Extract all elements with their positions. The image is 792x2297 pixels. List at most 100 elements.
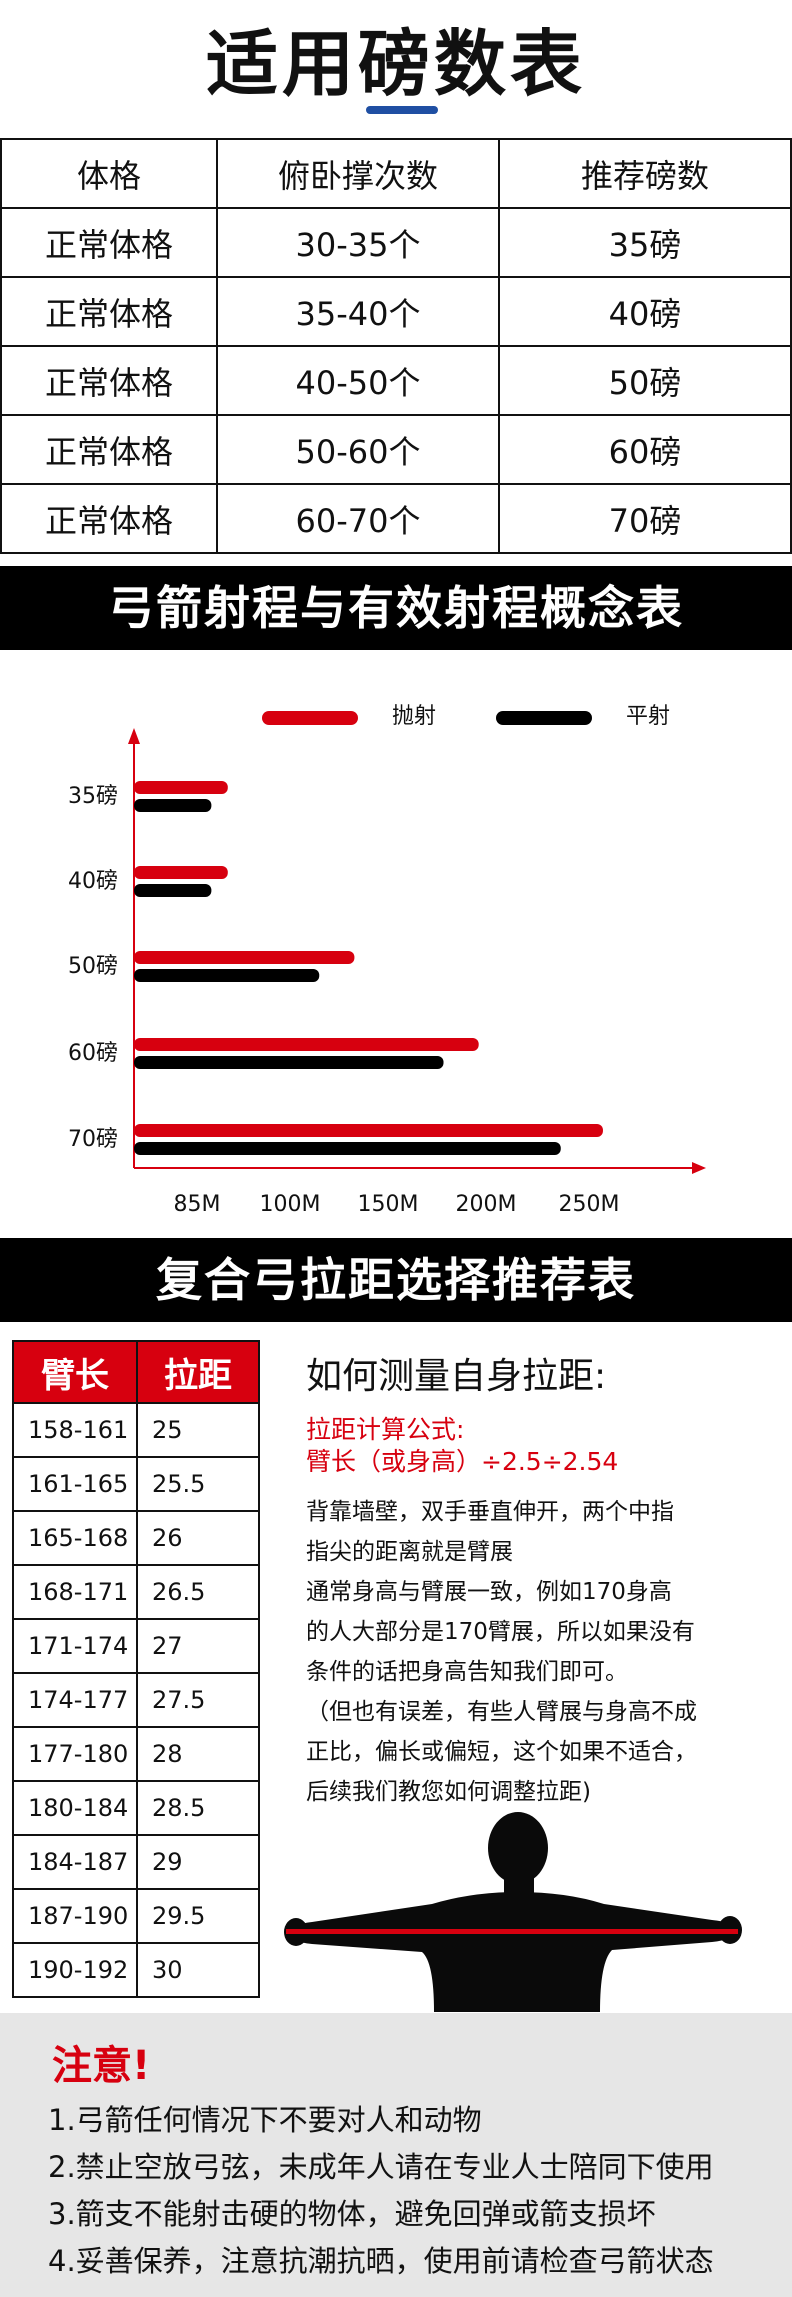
table-row: 174-177 27.5 (12, 1672, 260, 1728)
notice-item: 4.妥善保养，注意抗潮抗晒，使用前请检查弓箭状态 (48, 2244, 714, 2278)
bar-flat-shot (134, 1056, 444, 1069)
table-row: 正常体格 60-70个 70磅 (0, 483, 792, 554)
notice-section: 注意! 1.弓箭任何情况下不要对人和动物 2.禁止空放弓弦，未成年人请在专业人士… (0, 2013, 792, 2297)
table-cell: 50磅 (498, 345, 792, 416)
y-tick-label: 70磅 (68, 1127, 118, 1152)
table-cell: 174-177 (12, 1672, 138, 1728)
table-row: 正常体格 35-40个 40磅 (0, 276, 792, 347)
table-cell: 25.5 (136, 1456, 260, 1512)
x-axis-arrow-icon (692, 1162, 706, 1174)
table-cell: 171-174 (12, 1618, 138, 1674)
range-chart-svg: 抛射 平射 35磅 40磅 50磅 60磅 70磅 85M 100M 150M 200M 250M (68, 704, 706, 1217)
measure-line: 指尖的距离就是臂展 (306, 1539, 513, 1565)
table-row: 正常体格 40-50个 50磅 (0, 345, 792, 416)
x-tick-label: 150M (358, 1192, 419, 1217)
table-cell: 28.5 (136, 1780, 260, 1836)
y-tick-label: 40磅 (68, 869, 118, 894)
x-tick-label: 85M (174, 1192, 221, 1217)
y-tick-label: 60磅 (68, 1041, 118, 1066)
table-cell: 26 (136, 1510, 260, 1566)
arm-span-line (286, 1929, 738, 1934)
table-cell: 正常体格 (0, 414, 218, 485)
table-row: 180-184 28.5 (12, 1780, 260, 1836)
header-cell: 拉距 (136, 1340, 260, 1404)
draw-table-header: 臂长 拉距 (12, 1340, 260, 1404)
measure-line: （但也有误差，有些人臂展与身高不成 (306, 1699, 697, 1725)
measure-line: 后续我们教您如何调整拉距) (306, 1779, 591, 1805)
notice-item: 2.禁止空放弓弦，未成年人请在专业人士陪同下使用 (48, 2150, 714, 2184)
silhouette-icon (284, 1812, 742, 2012)
table-row: 正常体格 50-60个 60磅 (0, 414, 792, 485)
table-cell: 60-70个 (216, 483, 500, 554)
header-cell: 体格 (0, 138, 218, 209)
header-cell: 推荐磅数 (498, 138, 792, 209)
bar-arc-shot (134, 1038, 479, 1051)
table-row: 158-161 25 (12, 1402, 260, 1458)
table-cell: 50-60个 (216, 414, 500, 485)
measure-title: 如何测量自身拉距: (306, 1356, 607, 1397)
x-tick-label: 100M (260, 1192, 321, 1217)
table-cell: 30 (136, 1942, 260, 1998)
y-tick-label: 35磅 (68, 784, 118, 809)
bar-arc-shot (134, 781, 228, 794)
table-row: 168-171 26.5 (12, 1564, 260, 1620)
table-cell: 35-40个 (216, 276, 500, 347)
title-underline (366, 106, 434, 114)
measure-body: 背靠墙壁，双手垂直伸开，两个中指 指尖的距离就是臂展 通常身高与臂展一致，例如1… (306, 1492, 776, 1812)
bar-flat-shot (134, 1142, 561, 1155)
table-cell: 正常体格 (0, 207, 218, 278)
table-cell: 177-180 (12, 1726, 138, 1782)
table-cell: 158-161 (12, 1402, 138, 1458)
table-cell: 168-171 (12, 1564, 138, 1620)
notice-title: 注意! (52, 2043, 151, 2089)
table-cell: 27.5 (136, 1672, 260, 1728)
measure-line: 正比，偏长或偏短，这个如果不适合， (306, 1739, 697, 1765)
legend-label: 平射 (626, 704, 670, 729)
draw-length-table: 臂长 拉距 158-161 25 161-165 25.5 165-168 26 16… (12, 1340, 260, 1998)
bar-flat-shot (134, 969, 320, 982)
table-cell: 187-190 (12, 1888, 138, 1944)
page-title: 适用磅数表 (205, 22, 586, 106)
table-cell: 180-184 (12, 1780, 138, 1836)
bar-arc-shot (134, 866, 228, 879)
table-cell: 29 (136, 1834, 260, 1890)
measure-section: 如何测量自身拉距: 拉距计算公式: 臂长（或身高）÷2.5÷2.54 背靠墙壁，… (306, 1352, 776, 1812)
table-cell: 35磅 (498, 207, 792, 278)
table-cell: 184-187 (12, 1834, 138, 1890)
formula-label: 拉距计算公式: (306, 1415, 465, 1444)
table-cell: 26.5 (136, 1564, 260, 1620)
measure-line: 条件的话把身高告知我们即可。 (306, 1659, 628, 1685)
notice-list: 1.弓箭任何情况下不要对人和动物 2.禁止空放弓弦，未成年人请在专业人士陪同下使… (48, 2097, 778, 2285)
bar-flat-shot (134, 884, 212, 897)
range-chart: 抛射 平射 35磅 40磅 50磅 60磅 70磅 85M 100M 150M 200M 250M (0, 650, 792, 1240)
table-cell: 27 (136, 1618, 260, 1674)
legend-swatch (496, 711, 592, 725)
measure-line: 背靠墙壁，双手垂直伸开，两个中指 (306, 1499, 674, 1525)
measure-line: 的人大部分是170臂展，所以如果没有 (306, 1619, 695, 1645)
notice-item: 1.弓箭任何情况下不要对人和动物 (48, 2103, 482, 2137)
pound-table-header: 体格 俯卧撑次数 推荐磅数 (0, 138, 792, 209)
table-cell: 正常体格 (0, 345, 218, 416)
title-underline-dot (428, 106, 438, 114)
bar-arc-shot (134, 1124, 603, 1137)
table-cell: 40磅 (498, 276, 792, 347)
y-tick-label: 50磅 (68, 954, 118, 979)
header-cell: 俯卧撑次数 (216, 138, 500, 209)
measure-line: 通常身高与臂展一致，例如170身高 (306, 1579, 672, 1605)
table-row: 184-187 29 (12, 1834, 260, 1890)
table-cell: 70磅 (498, 483, 792, 554)
notice-item: 3.箭支不能射击硬的物体，避免回弹或箭支损坏 (48, 2197, 656, 2231)
table-cell: 190-192 (12, 1942, 138, 1998)
pound-table: 体格 俯卧撑次数 推荐磅数 正常体格 30-35个 35磅 正常体格 35-40… (0, 138, 792, 554)
title-section: 适用磅数表 (0, 0, 792, 135)
x-tick-label: 200M (456, 1192, 517, 1217)
table-row: 171-174 27 (12, 1618, 260, 1674)
table-row: 187-190 29.5 (12, 1888, 260, 1944)
table-row: 165-168 26 (12, 1510, 260, 1566)
table-cell: 25 (136, 1402, 260, 1458)
range-banner: 弓箭射程与有效射程概念表 (0, 566, 792, 650)
formula-block: 拉距计算公式: 臂长（或身高）÷2.5÷2.54 (306, 1414, 776, 1478)
draw-banner: 复合弓拉距选择推荐表 (0, 1238, 792, 1322)
table-row: 177-180 28 (12, 1726, 260, 1782)
